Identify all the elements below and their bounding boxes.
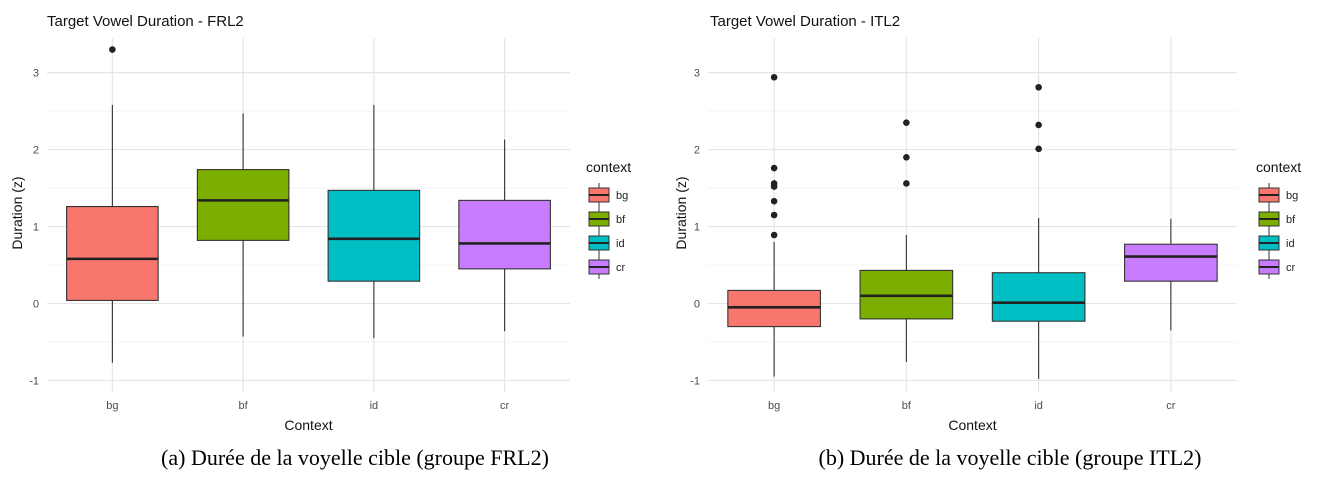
outlier-point xyxy=(770,73,778,81)
y-tick-label: 1 xyxy=(694,222,700,234)
outlier-point xyxy=(903,180,910,187)
box-cr xyxy=(1124,243,1218,282)
y-axis-label: Duration (z) xyxy=(9,176,25,249)
x-tick-label: cr xyxy=(1166,400,1176,412)
y-tick-label: 0 xyxy=(694,299,700,311)
legend-label: bf xyxy=(1286,214,1296,226)
legend-label: cr xyxy=(616,262,626,274)
outlier-point xyxy=(109,46,116,53)
legend-title: context xyxy=(1256,159,1301,175)
x-tick-label: bf xyxy=(902,400,912,412)
box-cr xyxy=(458,199,551,270)
outlier-point xyxy=(770,164,778,172)
x-tick-label: cr xyxy=(500,400,510,412)
x-tick-label: id xyxy=(1034,400,1043,412)
box-bf xyxy=(196,169,290,241)
y-tick-label: 3 xyxy=(694,68,700,80)
outlier-point xyxy=(1035,83,1042,91)
chart-panel-itl2: -1 0 1 2 3 bg bf id cr Target Vowel Duration - IT… xyxy=(673,13,1301,433)
y-tick-label: 2 xyxy=(33,145,39,157)
outlier-point xyxy=(770,211,778,219)
x-tick-label: id xyxy=(370,400,379,412)
x-axis-label: Context xyxy=(948,417,996,433)
outlier-point xyxy=(903,153,910,161)
y-tick-label: 1 xyxy=(33,222,39,234)
y-tick-label: 2 xyxy=(694,145,700,157)
legend-label: bg xyxy=(616,190,628,202)
caption-b: (b) Durée de la voyelle cible (groupe IT… xyxy=(819,445,1202,470)
legend-label: bf xyxy=(616,214,626,226)
outlier-point xyxy=(770,180,778,187)
outlier-point xyxy=(770,197,778,205)
legend-label: cr xyxy=(1286,262,1296,274)
box-id xyxy=(327,189,421,282)
outlier-point xyxy=(1035,145,1042,153)
box-id xyxy=(991,272,1086,322)
legend-label: bg xyxy=(1286,190,1298,202)
outlier-point xyxy=(903,119,910,126)
x-axis-label: Context xyxy=(284,417,332,433)
y-tick-label: -1 xyxy=(690,375,700,387)
y-axis-label: Duration (z) xyxy=(673,176,689,249)
chart-title: Target Vowel Duration - FRL2 xyxy=(47,13,244,30)
y-tick-label: -1 xyxy=(29,375,39,387)
y-tick-label: 0 xyxy=(33,299,39,311)
y-tick-label: 3 xyxy=(33,68,39,80)
outlier-point xyxy=(1035,121,1042,129)
chart-title: Target Vowel Duration - ITL2 xyxy=(710,13,900,30)
legend-label: id xyxy=(1286,238,1295,250)
x-tick-label: bg xyxy=(768,400,780,412)
legend-title: context xyxy=(586,159,631,175)
outlier-point xyxy=(770,231,778,239)
chart-panel-frl2: -1 0 1 2 3 bg bf id cr Target Vowel Duration - FR… xyxy=(9,13,631,433)
caption-a: (a) Durée de la voyelle cible (groupe FR… xyxy=(161,445,549,470)
x-tick-label: bf xyxy=(239,400,249,412)
box-bg xyxy=(66,205,159,301)
legend-label: id xyxy=(616,238,625,250)
x-tick-label: bg xyxy=(106,400,118,412)
